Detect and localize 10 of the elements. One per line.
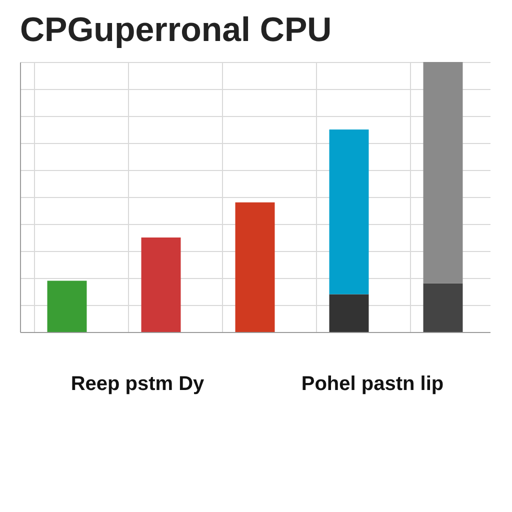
- bar: [47, 280, 87, 332]
- bar: [329, 130, 369, 294]
- chart-title: CPGuperronal CPU: [20, 11, 332, 49]
- text: Pohel pastn lip: [301, 373, 444, 395]
- bar: [423, 283, 463, 332]
- bar: [235, 202, 275, 332]
- bar: [329, 294, 369, 332]
- bar: [141, 238, 181, 332]
- bar: [423, 62, 463, 284]
- text: Reep pstm Dy: [70, 373, 206, 395]
